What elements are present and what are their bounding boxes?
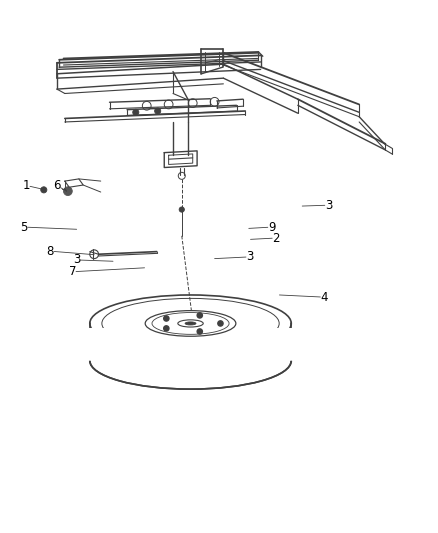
Circle shape xyxy=(164,326,169,331)
Circle shape xyxy=(197,313,202,318)
Text: 3: 3 xyxy=(215,251,253,263)
Text: 1: 1 xyxy=(22,179,42,192)
Text: 9: 9 xyxy=(249,221,276,233)
Circle shape xyxy=(155,108,161,114)
Text: 2: 2 xyxy=(251,231,280,245)
Text: 3: 3 xyxy=(73,253,113,266)
Circle shape xyxy=(164,316,169,321)
Circle shape xyxy=(133,109,139,115)
Text: 7: 7 xyxy=(68,265,145,278)
Circle shape xyxy=(64,187,72,196)
Text: 3: 3 xyxy=(302,199,332,212)
Text: 8: 8 xyxy=(47,245,94,257)
Text: 6: 6 xyxy=(53,179,67,192)
Circle shape xyxy=(197,329,202,334)
Text: 4: 4 xyxy=(279,290,328,304)
Circle shape xyxy=(179,207,184,212)
Text: 5: 5 xyxy=(21,221,77,233)
Circle shape xyxy=(218,321,223,326)
Circle shape xyxy=(41,187,47,193)
Bar xyxy=(85,328,296,361)
Ellipse shape xyxy=(185,322,196,325)
